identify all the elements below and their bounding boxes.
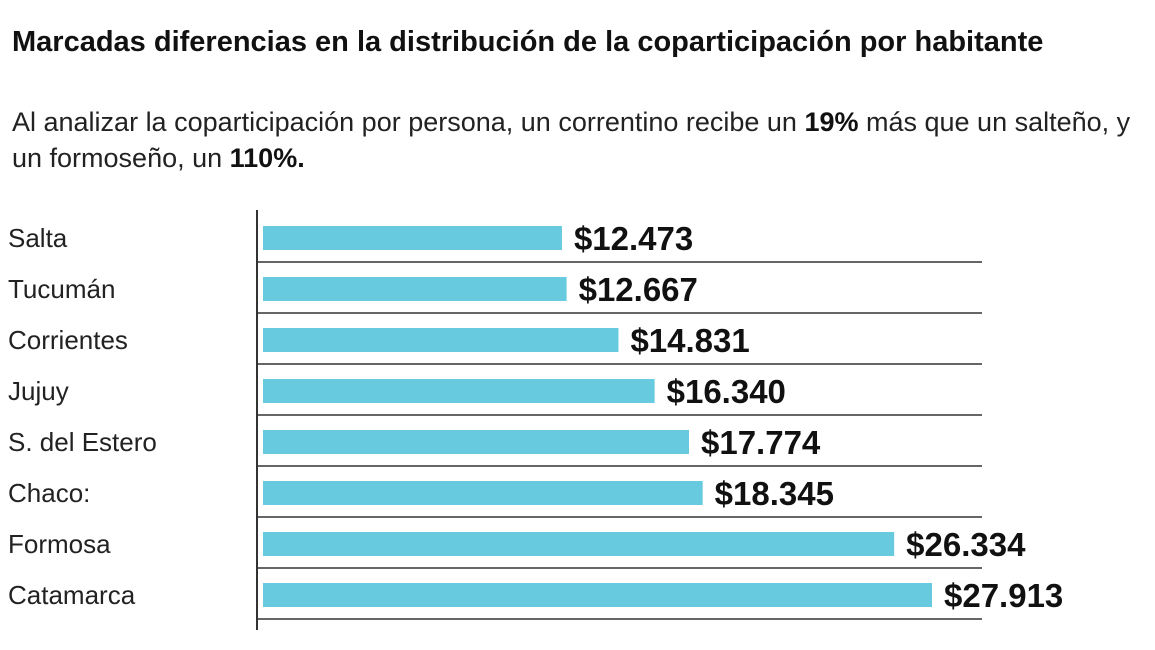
bar-chart: Salta $12.473 Tucumán $12.667 Corrientes $14.… bbox=[8, 210, 1063, 630]
value-label-4: $17.774 bbox=[701, 424, 821, 461]
value-label-2: $14.831 bbox=[630, 322, 749, 359]
category-label-6: Formosa bbox=[8, 529, 111, 559]
category-label-5: Chaco: bbox=[8, 478, 90, 508]
value-label-5: $18.345 bbox=[715, 475, 834, 512]
category-label-2: Corrientes bbox=[8, 325, 128, 355]
bar-1 bbox=[263, 277, 567, 301]
value-label-0: $12.473 bbox=[574, 220, 693, 257]
category-label-0: Salta bbox=[8, 223, 68, 253]
subtitle-text-2: más que un salteño, y un formoseño, un bbox=[12, 107, 1131, 173]
chart-subtitle: Al analizar la coparticipación por perso… bbox=[12, 104, 1142, 176]
value-label-1: $12.667 bbox=[579, 271, 698, 308]
chart-title: Marcadas diferencias en la distribución … bbox=[12, 26, 1044, 58]
subtitle-highlight-2: 110%. bbox=[229, 143, 305, 173]
category-label-7: Catamarca bbox=[8, 580, 136, 610]
category-label-1: Tucumán bbox=[8, 274, 115, 304]
bar-6 bbox=[263, 532, 895, 556]
subtitle-highlight-1: 19% bbox=[804, 107, 859, 137]
category-label-4: S. del Estero bbox=[8, 427, 157, 457]
bar-0 bbox=[263, 226, 562, 250]
bar-3 bbox=[263, 379, 655, 403]
bar-4 bbox=[263, 430, 689, 454]
bar-2 bbox=[263, 328, 619, 352]
value-label-6: $26.334 bbox=[906, 526, 1026, 563]
bar-7 bbox=[263, 583, 932, 607]
subtitle-text-1: Al analizar la coparticipación por perso… bbox=[12, 107, 805, 137]
bar-5 bbox=[263, 481, 703, 505]
value-label-3: $16.340 bbox=[667, 373, 786, 410]
category-label-3: Jujuy bbox=[8, 376, 69, 406]
value-label-7: $27.913 bbox=[944, 577, 1063, 614]
